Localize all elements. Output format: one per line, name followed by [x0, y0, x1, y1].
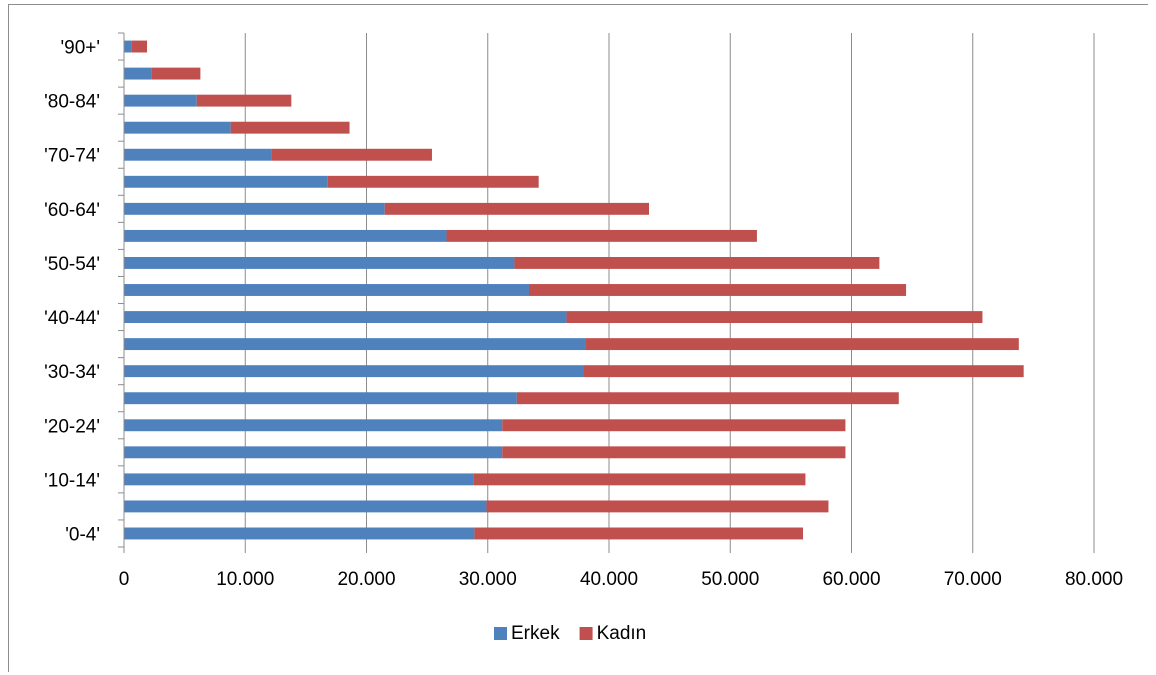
- x-tick-label: 50.000: [701, 569, 759, 590]
- bar-kadın: [566, 311, 983, 324]
- bar-kadın: [131, 40, 148, 53]
- x-tick-label: 10.000: [216, 569, 274, 590]
- y-tick-label: '70-74': [44, 146, 100, 167]
- bar-erkek: [124, 527, 475, 540]
- bar-erkek: [124, 202, 385, 215]
- y-tick-label: '30-34': [44, 362, 100, 383]
- y-tick-label: '0-4': [65, 524, 100, 545]
- bar-kadın: [446, 229, 757, 242]
- legend-label-erkek: Erkek: [511, 623, 560, 644]
- bar-kadın: [516, 392, 899, 405]
- x-tick-label: 0: [119, 569, 130, 590]
- bar-kadın: [473, 473, 806, 486]
- bar-erkek: [124, 473, 474, 486]
- bar-kadın: [486, 500, 829, 513]
- bar-erkek: [124, 229, 447, 242]
- x-tick-label: 60.000: [822, 569, 880, 590]
- bar-kadın: [502, 446, 846, 459]
- legend: Erkek Kadın: [494, 623, 646, 644]
- y-tick-label: '40-44': [44, 308, 100, 329]
- bar-erkek: [124, 392, 517, 405]
- bar-kadın: [585, 338, 1019, 351]
- bar-kadın: [583, 365, 1024, 378]
- x-tick-labels: 0 10.000 20.000 30.000 40.000 50.000 60.000 70.…: [119, 569, 1123, 590]
- bar-erkek: [124, 148, 272, 161]
- bar-erkek: [124, 256, 515, 269]
- legend-swatch-erkek: [494, 627, 507, 640]
- bar-kadın: [528, 284, 907, 296]
- y-tick-label: '80-84': [44, 92, 100, 113]
- legend-swatch-kadın: [579, 627, 593, 640]
- bar-erkek: [124, 365, 584, 378]
- bar-erkek: [124, 446, 503, 459]
- legend-label-kadın: Kadın: [597, 623, 647, 644]
- chart-frame: [8, 4, 1148, 672]
- y-tick-label: '90+': [61, 38, 100, 59]
- bar-erkek: [124, 121, 231, 134]
- bar-kadın: [151, 67, 201, 80]
- y-tick-label: '50-54': [44, 254, 100, 275]
- bar-kadın: [474, 527, 803, 540]
- bar-kadın: [502, 419, 846, 432]
- y-tick-label: '60-64': [44, 200, 100, 221]
- x-tick-label: 40.000: [580, 569, 638, 590]
- bar-erkek: [124, 40, 132, 53]
- bar-erkek: [124, 175, 328, 188]
- bar-kadın: [196, 94, 292, 107]
- y-tick-label: '20-24': [44, 416, 100, 437]
- bar-kadın: [230, 121, 350, 134]
- bar-erkek: [124, 94, 197, 107]
- bar-kadın: [384, 202, 650, 215]
- bar-kadın: [327, 175, 539, 188]
- bar-kadın: [271, 148, 432, 161]
- bar-erkek: [124, 284, 529, 296]
- x-tick-label: 20.000: [337, 569, 395, 590]
- bar-kadın: [514, 256, 880, 269]
- y-tick-label: '10-14': [44, 470, 100, 491]
- axes: [118, 32, 1095, 553]
- bar-erkek: [124, 311, 567, 324]
- x-tick-label: 70.000: [944, 569, 1002, 590]
- bar-erkek: [124, 419, 503, 432]
- x-tick-label: 80.000: [1065, 569, 1123, 590]
- bar-erkek: [124, 500, 487, 513]
- x-tick-label: 30.000: [459, 569, 517, 590]
- bar-erkek: [124, 338, 586, 351]
- bars: [124, 40, 1024, 540]
- y-tick-labels: '0-4' '10-14' '20-24' '30-34' '40-44' '50-54'…: [44, 38, 100, 546]
- bar-erkek: [124, 67, 152, 80]
